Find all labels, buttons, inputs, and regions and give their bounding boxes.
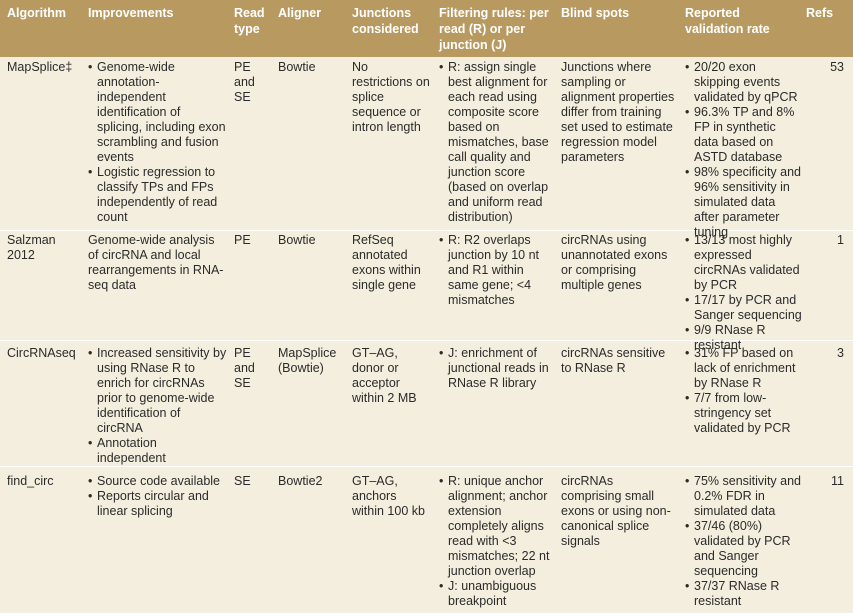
list-item: 31% FP based on lack of enrichment by RN… xyxy=(685,346,803,391)
cell-filtering: R: R2 overlaps junction by 10 nt and R1 … xyxy=(439,233,551,308)
cell-algorithm: MapSplice‡ xyxy=(7,60,73,74)
cell-aligner: Bowtie xyxy=(278,233,316,247)
cell-refs: 3 xyxy=(837,346,844,360)
list-item: Genome-wide annotation-independent ident… xyxy=(88,60,228,165)
cell-improvements: Genome-wide analysis of circRNA and loca… xyxy=(88,233,224,292)
table-header: Algorithm Improvements Read type Aligner… xyxy=(0,0,853,57)
row-divider xyxy=(0,340,853,341)
header-junctions: Junctions considered xyxy=(352,6,419,36)
cell-algorithm: CircRNAseq xyxy=(7,346,76,360)
header-algorithm: Algorithm xyxy=(7,6,67,20)
list-item: R: R2 overlaps junction by 10 nt and R1 … xyxy=(439,233,551,308)
header-blind-spots: Blind spots xyxy=(561,6,630,20)
header-validation: Reported validation rate xyxy=(685,6,770,36)
header-read-type: Read type xyxy=(234,6,265,36)
list-item: 96.3% TP and 8% FP in synthetic data bas… xyxy=(685,105,803,165)
header-filtering: Filtering rules: per read (R) or per jun… xyxy=(439,6,549,52)
list-item: 20/20 exon skipping events validated by … xyxy=(685,60,803,105)
header-improvements: Improvements xyxy=(88,6,174,20)
cell-aligner: Bowtie xyxy=(278,60,316,74)
cell-aligner: Bowtie2 xyxy=(278,474,323,488)
cell-algorithm: Salzman 2012 xyxy=(7,233,56,262)
list-item: J: unambiguous breakpoint xyxy=(439,579,551,609)
list-item: 7/7 from low-stringency set validated by… xyxy=(685,391,803,436)
cell-refs: 53 xyxy=(830,60,844,74)
cell-validation: 20/20 exon skipping events validated by … xyxy=(685,60,803,240)
list-item: 17/17 by PCR and Sanger sequencing xyxy=(685,293,803,323)
list-item: 13/13 most highly expressed circRNAs val… xyxy=(685,233,803,293)
cell-validation: 75% sensitivity and 0.2% FDR in simulate… xyxy=(685,474,803,609)
list-item: J: enrichment of junctional reads in RNa… xyxy=(439,346,551,391)
list-item: 37/46 (80%) validated by PCR and Sanger … xyxy=(685,519,803,579)
cell-filtering: R: unique anchor alignment; anchor exten… xyxy=(439,474,551,609)
cell-blind-spots: circRNAs sensitive to RNase R xyxy=(561,346,666,375)
cell-junctions: GT–AG, anchors within 100 kb xyxy=(352,474,425,518)
list-item: Logistic regression to classify TPs and … xyxy=(88,165,228,225)
list-item: 37/37 RNase R resistant xyxy=(685,579,803,609)
list-item: Reports circular and linear splicing xyxy=(88,489,228,519)
list-item: 98% specificity and 96% sensitivity in s… xyxy=(685,165,803,240)
cell-validation: 13/13 most highly expressed circRNAs val… xyxy=(685,233,803,353)
cell-algorithm: find_circ xyxy=(7,474,54,488)
cell-junctions: GT–AG, donor or acceptor within 2 MB xyxy=(352,346,417,405)
cell-refs: 1 xyxy=(837,233,844,247)
cell-blind-spots: circRNAs using unannotated exons or comp… xyxy=(561,233,668,292)
cell-junctions: No restrictions on splice sequence or in… xyxy=(352,60,430,134)
list-item: R: unique anchor alignment; anchor exten… xyxy=(439,474,551,579)
row-divider xyxy=(0,466,853,467)
cell-read-type: PE and SE xyxy=(234,346,255,390)
header-refs: Refs xyxy=(806,6,834,20)
cell-blind-spots: circRNAs comprising small exons or using… xyxy=(561,474,671,548)
cell-aligner: MapSplice (Bowtie) xyxy=(278,346,337,375)
cell-read-type: PE xyxy=(234,233,251,247)
cell-filtering: R: assign single best alignment for each… xyxy=(439,60,551,225)
cell-read-type: SE xyxy=(234,474,251,488)
list-item: Source code available xyxy=(88,474,228,489)
cell-read-type: PE and SE xyxy=(234,60,255,104)
list-item: Annotation independent xyxy=(88,436,228,466)
list-item: Increased sensitivity by using RNase R t… xyxy=(88,346,228,436)
cell-improvements: Source code available Reports circular a… xyxy=(88,474,228,519)
cell-filtering: J: enrichment of junctional reads in RNa… xyxy=(439,346,551,391)
cell-refs: 11 xyxy=(831,474,844,488)
cell-blind-spots: Junctions where sampling or alignment pr… xyxy=(561,60,675,164)
cell-improvements: Genome-wide annotation-independent ident… xyxy=(88,60,228,225)
header-aligner: Aligner xyxy=(278,6,322,20)
cell-junctions: RefSeq annotated exons within single gen… xyxy=(352,233,421,292)
cell-validation: 31% FP based on lack of enrichment by RN… xyxy=(685,346,803,436)
list-item: 75% sensitivity and 0.2% FDR in simulate… xyxy=(685,474,803,519)
row-divider xyxy=(0,230,853,231)
cell-improvements: Increased sensitivity by using RNase R t… xyxy=(88,346,228,466)
list-item: R: assign single best alignment for each… xyxy=(439,60,551,225)
